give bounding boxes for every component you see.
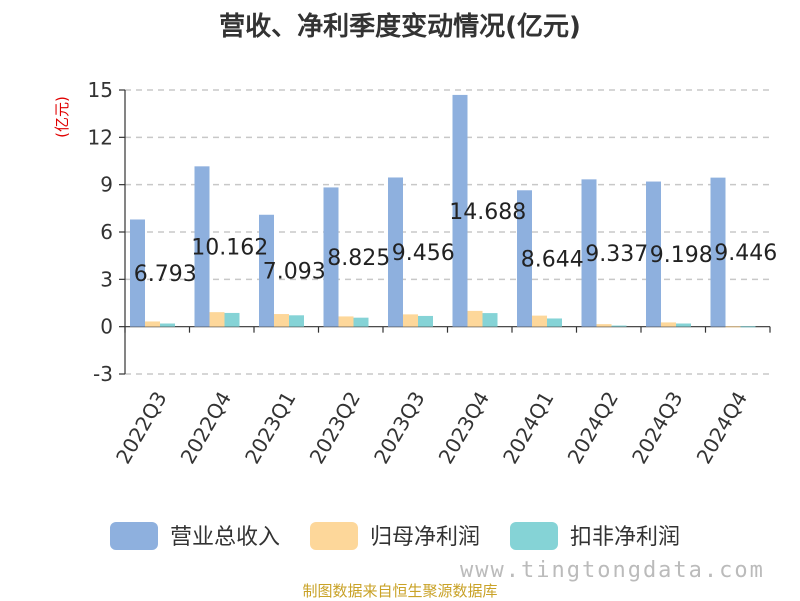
y-tick-label: 3 [100,267,113,291]
y-tick-label: 12 [88,125,113,149]
bar-3 [224,312,240,327]
bar-1 [130,219,145,327]
bar-2 [274,314,289,327]
bar-1 [194,166,210,327]
data-label: 6.793 [134,262,197,287]
data-label: 9.456 [392,241,455,266]
x-tick-label: 2022Q4 [176,387,236,468]
bar-1 [259,214,274,327]
x-tick-label: 2023Q2 [305,387,365,468]
bar-3 [418,315,433,327]
bar-3 [353,317,369,327]
data-label: 8.825 [327,246,390,271]
bar-3 [676,323,691,327]
bar-2 [209,312,225,327]
bar-2 [661,322,676,327]
legend-swatch [110,522,158,550]
bars [130,94,756,328]
bar-2 [145,321,160,327]
bar-2 [596,324,612,327]
y-tick-label: 0 [100,315,113,339]
legend-label: 归母净利润 [370,525,480,550]
bar-2 [725,326,741,328]
x-tick-label: 2024Q3 [627,387,687,468]
gridlines [125,89,770,375]
bar-3 [289,315,304,327]
bar-3 [160,323,175,327]
data-label: 10.162 [191,235,268,260]
x-tick-label: 2024Q2 [563,387,623,468]
bar-3 [611,325,627,327]
bar-2 [467,310,483,327]
bar-3 [740,326,756,328]
x-tick-label: 2024Q1 [498,387,558,468]
legend-label: 营业总收入 [170,525,280,550]
bar-3 [482,313,498,327]
x-tick-label: 2023Q1 [240,387,300,468]
y-tick-label: 9 [100,173,113,197]
data-label: 14.688 [449,200,526,225]
legend-swatch [310,522,358,550]
data-label: 9.446 [714,241,777,266]
bar-2 [532,315,547,327]
bar-1 [581,179,597,327]
legend: 营业总收入 归母净利润 扣非净利润 [110,522,680,550]
legend-label: 扣非净利润 [570,525,680,550]
bar-1 [517,190,532,327]
data-label: 9.337 [585,242,648,267]
bar-3 [547,318,562,327]
chart-title: 营收、净利季度变动情况(亿元) [219,12,581,42]
watermark: www.tingtongdata.com [460,558,765,583]
bar-1 [710,177,726,327]
y-tick-label: -3 [93,362,113,386]
bar-1 [452,94,468,327]
source-note: 制图数据来自恒生聚源数据库 [302,582,498,600]
x-tick-label: 2023Q3 [369,387,429,468]
legend-swatch [510,522,558,550]
bar-1 [388,177,403,327]
x-tick-label: 2024Q4 [692,387,752,468]
y-tick-label: 15 [88,78,113,102]
bar-2 [338,316,354,327]
data-label: 7.093 [263,260,326,285]
x-tick-label: 2023Q4 [434,387,494,468]
bar-1 [646,181,661,327]
y-tick-label: 6 [100,220,113,244]
y-axis-label: (亿元) [53,96,71,138]
data-label: 8.644 [521,247,584,272]
bar-2 [403,314,418,327]
data-label: 9.198 [650,243,713,268]
x-tick-label: 2022Q3 [111,387,171,468]
bar-1 [323,187,339,327]
